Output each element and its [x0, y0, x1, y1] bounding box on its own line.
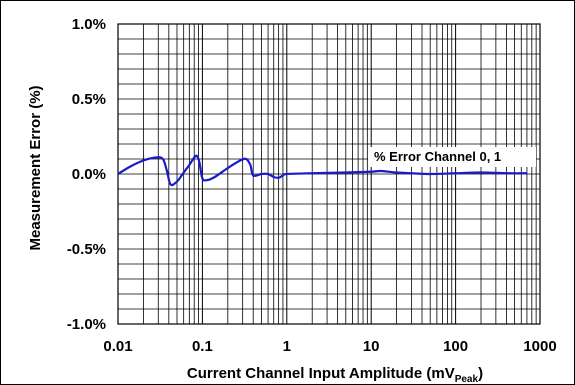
x-tick-label: 0.01: [103, 338, 132, 355]
x-tick-label: 1000: [523, 338, 556, 355]
x-tick-labels: 0.01 0.1 1 10 100 1000: [103, 338, 556, 355]
y-tick-label: -0.5%: [67, 241, 106, 258]
x-tick-label: 1: [283, 338, 291, 355]
x-axis-title: Current Channel Input Amplitude (mVPeak): [187, 365, 483, 385]
legend-label: % Error Channel 0, 1: [374, 149, 501, 164]
x-tick-label: 10: [363, 338, 380, 355]
y-axis-title: Measurement Error (%): [27, 85, 44, 250]
series-layer: [117, 154, 527, 187]
y-tick-label: 0.0%: [72, 166, 106, 183]
y-tick-label: -1.0%: [67, 316, 106, 333]
y-tick-label: 0.5%: [72, 91, 106, 108]
x-tick-label: 100: [443, 338, 468, 355]
x-axis-title-main: Current Channel Input Amplitude (mV: [187, 365, 455, 382]
legend: % Error Channel 0, 1: [368, 147, 536, 167]
series-line-0: [117, 154, 527, 187]
x-axis-title-subscript: Peak: [455, 374, 479, 385]
x-tick-label: 0.1: [192, 338, 213, 355]
legend-box: [368, 147, 536, 167]
y-tick-label: 1.0%: [72, 16, 106, 33]
x-axis-title-close: ): [478, 365, 483, 382]
y-tick-labels: 1.0% 0.5% 0.0% -0.5% -1.0%: [67, 16, 106, 333]
